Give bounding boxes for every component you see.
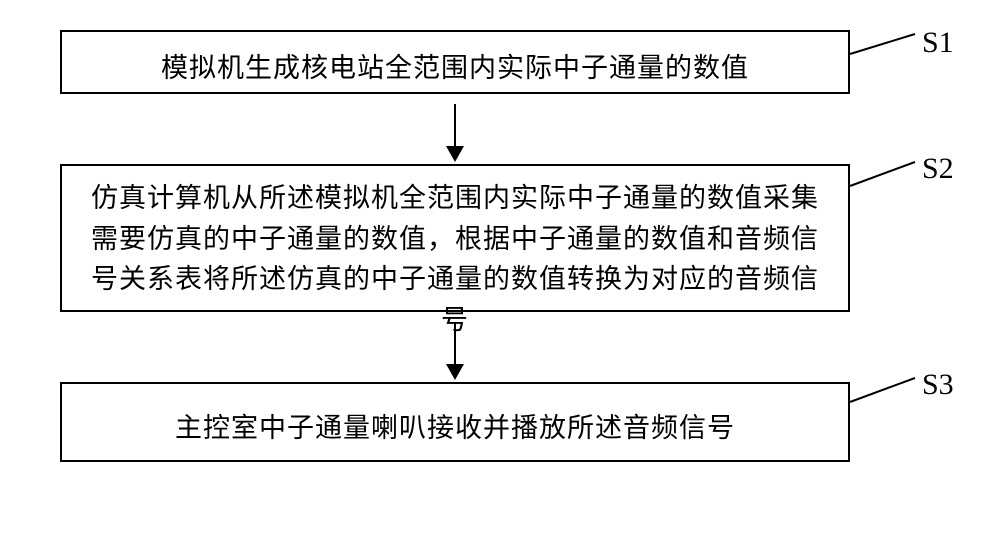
leader-line-s2: [850, 162, 915, 186]
flow-node-s1-text: 模拟机生成核电站全范围内实际中子通量的数值: [161, 53, 749, 83]
leader-line-s3: [850, 378, 915, 402]
flow-node-s3: 主控室中子通量喇叭接收并播放所述音频信号: [60, 382, 850, 462]
flow-node-s2: 仿真计算机从所述模拟机全范围内实际中子通量的数值采集需要仿真的中子通量的数值，根…: [60, 164, 850, 312]
flow-label-s2: S2: [922, 152, 954, 186]
arrow-head-icon: [446, 364, 464, 380]
flowchart-container: 模拟机生成核电站全范围内实际中子通量的数值 仿真计算机从所述模拟机全范围内实际中…: [60, 30, 850, 462]
flow-node-s1: 模拟机生成核电站全范围内实际中子通量的数值: [60, 30, 850, 94]
flow-node-s3-text: 主控室中子通量喇叭接收并播放所述音频信号: [175, 413, 735, 443]
flow-label-s3: S3: [922, 368, 954, 402]
flow-edge-s2-s3: [60, 312, 850, 382]
arrow-head-icon: [446, 146, 464, 162]
flow-edge-s1-s2: [60, 94, 850, 164]
leader-line-s1: [850, 34, 915, 54]
flow-label-s1: S1: [922, 26, 954, 60]
